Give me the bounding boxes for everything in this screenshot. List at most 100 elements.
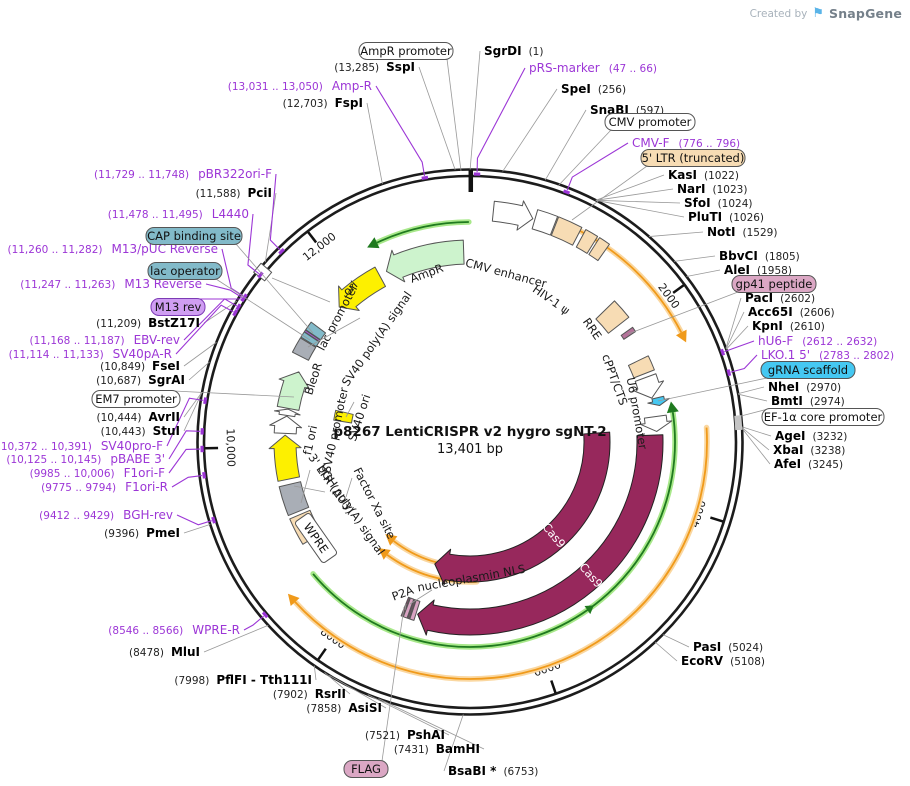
boxed-label-m13-rev[interactable] (150, 298, 206, 316)
enzyme-label[interactable]: (7858) AsiSI (306, 701, 382, 715)
boxed-label-text: AmpR promoter (360, 44, 452, 58)
enzyme-label[interactable]: PluTI (1026) (688, 210, 764, 224)
feature-ef1a-backbone-mark[interactable] (734, 415, 743, 431)
enzyme-label[interactable]: (10,849) FseI (100, 359, 180, 373)
feature-ampr[interactable] (385, 239, 465, 283)
primer-label[interactable]: (13,031 .. 13,050) Amp-R (228, 79, 372, 93)
feature-f1-ori[interactable] (268, 434, 302, 482)
feature-ori[interactable] (338, 266, 387, 311)
boxed-label-lac-operator[interactable] (147, 262, 223, 280)
enzyme-label[interactable]: Acc65I (2606) (748, 305, 835, 319)
feature-cppt-cts[interactable] (627, 355, 655, 379)
feature-hiv1-psi-a[interactable] (575, 229, 599, 254)
enzyme-label[interactable]: (7431) BamHI (394, 742, 480, 756)
feature-sv40-promoter[interactable] (269, 415, 303, 435)
feature-p2a-mark-1[interactable] (407, 598, 417, 620)
feature-lac-promoter-feat[interactable] (253, 262, 273, 282)
enzyme-leader (654, 641, 678, 662)
feature-name-label[interactable]: BleoR (301, 361, 325, 397)
enzyme-label[interactable]: (11,588) PciI (196, 186, 272, 200)
primer-label[interactable]: pRS-marker (47 .. 66) (529, 61, 657, 75)
feature-em7-arrow[interactable] (273, 408, 301, 418)
primer-label[interactable]: (9985 .. 10,006) F1ori-F (30, 466, 165, 480)
enzyme-label[interactable]: (12,703) FspI (283, 96, 363, 110)
feature-sv40-ori[interactable] (333, 409, 354, 424)
boxed-label-5-ltr-truncated-[interactable] (640, 149, 746, 167)
enzyme-label[interactable]: (8478) MluI (129, 645, 200, 659)
primer-leader (221, 248, 244, 297)
boxed-label-ampr-promoter[interactable] (358, 42, 454, 60)
boxed-label-cmv-promoter[interactable] (604, 113, 696, 131)
enzyme-label[interactable]: PacI (2602) (745, 291, 815, 305)
feature-bleor[interactable] (276, 371, 311, 411)
enzyme-label[interactable]: NheI (2970) (768, 380, 841, 394)
feature-bgh-polya[interactable] (278, 481, 310, 517)
primer-label[interactable]: hU6-F (2612 .. 2632) (758, 334, 877, 348)
feature-5-ltr-truncated[interactable] (550, 216, 583, 246)
feature-cmv-enhancer[interactable] (491, 200, 534, 231)
feature-gp41-peptide[interactable] (620, 326, 637, 340)
enzyme-label[interactable]: PasI (5024) (693, 640, 763, 654)
enzyme-label[interactable]: KasI (1022) (668, 168, 739, 182)
primer-label[interactable]: LKO.1 5' (2783 .. 2802) (761, 348, 894, 362)
boxed-label-grna-scaffold[interactable] (760, 361, 856, 379)
boxed-label-cap-binding-site[interactable] (145, 227, 243, 245)
feature-cas9-inner[interactable] (434, 431, 611, 586)
feature-name-label[interactable]: HIV-1 ψ (530, 282, 572, 318)
primer-label[interactable]: (11,729 .. 11,748) pBR322ori-F (94, 167, 272, 181)
primer-label[interactable]: (11,168 .. 11,187) EBV-rev (30, 333, 180, 347)
boxed-label-ef-1-core-promoter[interactable] (761, 408, 885, 426)
enzyme-label[interactable]: BbvCI (1805) (719, 249, 800, 263)
enzyme-label[interactable]: (9396) PmeI (104, 526, 180, 540)
feature-name-label[interactable]: f1 ori (300, 424, 320, 456)
feature-rre[interactable] (595, 300, 630, 334)
feature-cmv-promoter[interactable] (531, 209, 559, 236)
boxed-label-flag[interactable] (343, 760, 389, 778)
enzyme-label[interactable]: (7902) RsrII (273, 687, 346, 701)
primer-label[interactable]: (9412 .. 9429) BGH-rev (39, 508, 173, 522)
enzyme-label[interactable]: NarI (1023) (677, 182, 747, 196)
primer-label[interactable]: CMV-F (776 .. 796) (632, 136, 740, 150)
enzyme-label[interactable]: SpeI (256) (561, 82, 626, 96)
enzyme-label[interactable]: AgeI (3232) (775, 429, 847, 443)
enzyme-label[interactable]: (11,209) BstZ17I (96, 316, 200, 330)
enzyme-label[interactable]: EcoRV (5108) (681, 654, 765, 668)
enzyme-label[interactable]: KpnI (2610) (752, 319, 825, 333)
enzyme-label[interactable]: (7521) PshAI (365, 728, 445, 742)
enzyme-label[interactable]: (13,285) SspI (334, 60, 415, 74)
enzyme-leader (738, 386, 765, 395)
feature-u6-promoter[interactable] (632, 373, 665, 399)
primer-label[interactable]: (10,372 .. 10,391) SV40pro-F (0, 439, 163, 453)
enzyme-label[interactable]: BmtI (2974) (771, 394, 845, 408)
feature-cas9-outer[interactable] (417, 434, 664, 636)
feature-name-label[interactable]: lac promoter (314, 281, 361, 353)
enzyme-label[interactable]: (10,444) AvrII (97, 410, 180, 424)
primer-label[interactable]: (8546 .. 8566) WPRE-R (108, 623, 240, 637)
boxed-label-gp41-peptide[interactable] (731, 275, 817, 293)
enzyme-label[interactable]: (10,443) StuI (101, 424, 180, 438)
enzyme-label[interactable]: NotI (1529) (707, 225, 777, 239)
enzyme-label[interactable]: XbaI (3238) (773, 443, 845, 457)
inner-label-leader (307, 317, 361, 348)
primer-label[interactable]: (9775 .. 9794) F1ori-R (41, 480, 168, 494)
boxed-label-em7-promoter[interactable] (91, 390, 181, 408)
enzyme-label[interactable]: SfoI (1024) (684, 196, 753, 210)
feature-sv40-polya[interactable] (291, 337, 317, 361)
enzyme-label[interactable]: AfeI (3245) (774, 457, 843, 471)
enzyme-label[interactable]: (7998) PflFI - Tth111I (174, 673, 312, 687)
primer-label[interactable]: (11,260 .. 11,282) M13/pUC Reverse (7, 242, 218, 256)
enzyme-label[interactable]: AleI (1958) (724, 263, 792, 277)
orf-arc-halo (374, 219, 472, 246)
feature-ef1a-core-promoter[interactable] (639, 414, 673, 432)
primer-label[interactable]: (10,125 .. 10,145) pBABE 3' (6, 452, 165, 466)
primer-label[interactable]: (11,114 .. 11,133) SV40pA-R (9, 347, 172, 361)
enzyme-label[interactable]: BsaBI * (6753) (448, 764, 538, 778)
enzyme-label[interactable]: SgrDI (1) (484, 44, 543, 58)
primer-label[interactable]: (11,478 .. 11,495) L4440 (108, 207, 249, 221)
primer-label[interactable]: (11,247 .. 11,263) M13 Reverse (20, 277, 202, 291)
enzyme-label[interactable]: (10,687) SgrAI (96, 373, 185, 387)
primer-site-mark (200, 445, 204, 453)
feature-hiv1-psi-b[interactable] (588, 237, 610, 262)
